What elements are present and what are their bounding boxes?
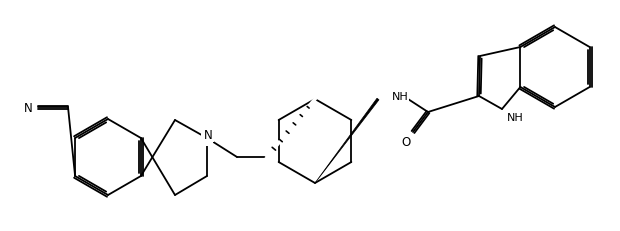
- Text: NH: NH: [392, 92, 409, 102]
- Text: N: N: [202, 132, 212, 145]
- Text: O: O: [401, 136, 410, 149]
- Text: O: O: [401, 136, 410, 149]
- Polygon shape: [315, 99, 379, 183]
- Text: N: N: [204, 128, 213, 141]
- Text: NH: NH: [507, 112, 524, 122]
- Text: N: N: [204, 128, 213, 141]
- Text: NH: NH: [383, 92, 401, 102]
- Text: N: N: [23, 102, 33, 115]
- Text: NH: NH: [507, 112, 524, 122]
- Text: NH: NH: [498, 112, 516, 122]
- Text: NH: NH: [392, 92, 409, 102]
- Text: N: N: [24, 102, 32, 115]
- Text: O: O: [401, 136, 411, 149]
- Text: N: N: [24, 102, 32, 115]
- Text: O: O: [401, 136, 410, 149]
